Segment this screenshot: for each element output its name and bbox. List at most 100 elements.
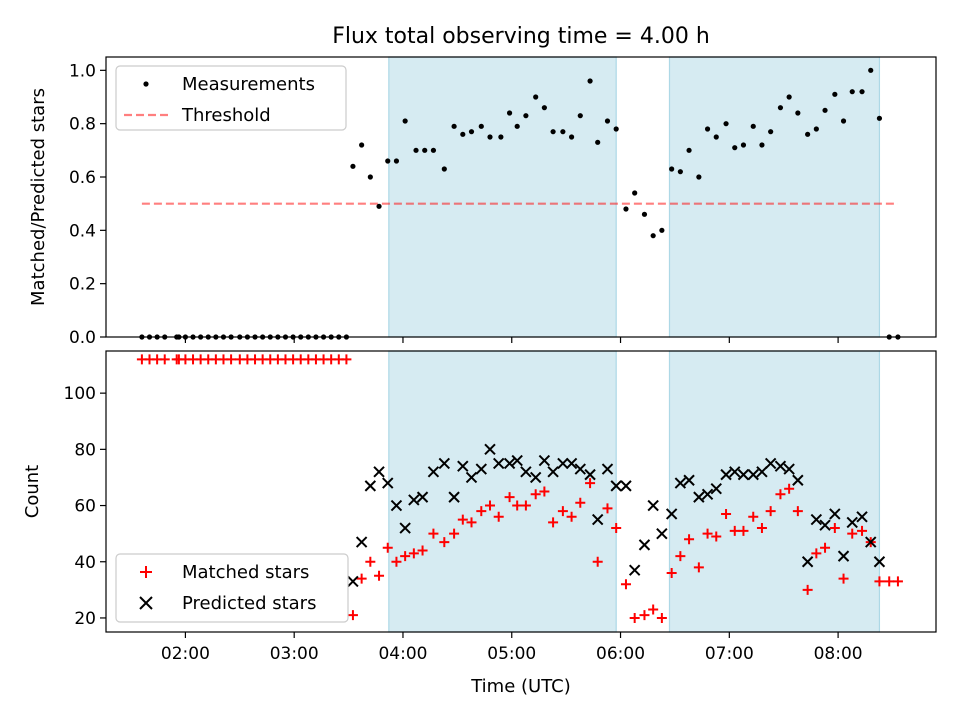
data-point-dot: [740, 142, 747, 148]
data-point-plus: [857, 525, 868, 536]
data-point-dot: [704, 126, 711, 132]
data-point-dot: [750, 123, 756, 129]
data-point-plus: [602, 503, 613, 514]
data-point-dot: [385, 158, 391, 164]
data-point-dot: [451, 123, 457, 129]
data-point-x: [355, 536, 368, 548]
data-point-dot: [359, 142, 365, 148]
data-point-plus: [449, 528, 460, 539]
data-point-plus: [874, 576, 885, 587]
data-point-x: [683, 474, 695, 486]
y-tick-label: 40: [74, 553, 96, 573]
data-point-x: [856, 511, 868, 523]
data-point-plus: [820, 542, 831, 553]
x-tick-label: 07:00: [705, 644, 754, 664]
data-point-plus: [476, 506, 487, 517]
data-point-plus: [391, 556, 402, 567]
data-point-plus: [639, 610, 650, 621]
legend-marker-dot: [143, 81, 149, 87]
data-point-plus: [648, 604, 659, 615]
data-point-x: [511, 454, 523, 467]
data-point-dot: [669, 166, 675, 172]
shaded-interval: [388, 56, 617, 338]
data-point-x: [484, 443, 496, 456]
data-point-x: [427, 466, 440, 478]
data-point-x: [628, 564, 641, 576]
data-point-x: [764, 457, 777, 470]
data-point-plus: [504, 492, 515, 503]
data-point-dot: [686, 147, 692, 153]
data-point-plus: [548, 517, 559, 528]
data-point-plus: [892, 576, 903, 587]
x-tick-label: 04:00: [378, 644, 427, 664]
shaded-interval: [668, 56, 881, 338]
data-point-dot: [868, 67, 874, 73]
chart-title: Flux total observing time = 4.00 h: [332, 24, 710, 49]
legend-label: Threshold: [181, 105, 271, 126]
data-point-x: [364, 480, 377, 492]
bottom-panel: 20 40 60 80 100 02:00 03:00 04:00 05:00 06:00 07:0…: [22, 350, 937, 697]
data-point-dot: [376, 203, 382, 209]
data-point-x: [701, 488, 714, 501]
data-point-plus: [675, 551, 686, 562]
legend-label: Matched stars: [182, 562, 309, 583]
data-point-plus: [620, 579, 631, 590]
series-predicted-stars: [347, 443, 886, 588]
data-point-dot: [514, 123, 520, 129]
legend-label: Predicted stars: [182, 593, 316, 614]
data-point-plus: [347, 610, 358, 621]
data-point-x: [584, 468, 596, 481]
x-axis-label: Time (UTC): [470, 676, 571, 697]
axes-frame: [105, 350, 937, 633]
data-point-x: [674, 477, 687, 489]
data-point-plus: [729, 525, 740, 536]
data-point-plus: [666, 567, 677, 578]
data-point-plus: [792, 506, 803, 517]
data-point-x: [756, 466, 768, 478]
data-point-dot: [659, 227, 665, 233]
data-point-x: [373, 466, 385, 478]
data-point-x: [457, 460, 469, 472]
data-point-x: [783, 463, 795, 475]
data-point-x: [390, 499, 403, 512]
data-point-x: [610, 480, 622, 492]
data-point-dot: [487, 134, 493, 140]
data-point-dot: [523, 113, 529, 119]
data-point-plus: [711, 531, 722, 542]
data-point-plus: [611, 523, 622, 534]
data-point-x: [810, 513, 823, 526]
data-point-x: [737, 468, 750, 481]
data-point-dot: [876, 115, 883, 121]
data-point-x: [620, 480, 632, 492]
data-point-dot: [632, 190, 638, 196]
data-point-x: [865, 536, 877, 548]
y-axis-label: Matched/Predicted stars: [28, 88, 49, 306]
y-tick-label: 80: [74, 440, 96, 460]
y-tick-label: 1.0: [69, 61, 96, 81]
data-point-plus: [341, 354, 352, 365]
data-point-plus: [693, 562, 704, 573]
data-point-dot: [587, 78, 593, 84]
data-point-x: [665, 508, 678, 520]
data-point-dot: [350, 163, 356, 169]
data-point-dot: [795, 110, 801, 116]
data-point-plus: [775, 489, 786, 500]
legend-label: Measurements: [182, 74, 315, 95]
data-point-dot: [468, 129, 475, 135]
data-point-dot: [568, 134, 575, 140]
data-point-dot: [560, 129, 566, 135]
x-tick-label: 06:00: [596, 644, 645, 664]
data-point-dot: [759, 142, 765, 148]
data-point-x: [647, 499, 659, 512]
data-point-x: [520, 466, 532, 478]
legend: Matched stars Predicted stars: [115, 553, 349, 623]
data-point-plus: [520, 500, 531, 511]
data-point-plus: [400, 551, 411, 562]
data-point-dot: [768, 129, 774, 135]
y-tick-label: 0.2: [69, 275, 96, 295]
data-point-plus: [721, 508, 732, 519]
data-point-plus: [512, 500, 523, 511]
x-tick-label: 02:00: [161, 644, 210, 664]
data-point-plus: [493, 511, 504, 522]
data-point-x: [693, 491, 705, 503]
